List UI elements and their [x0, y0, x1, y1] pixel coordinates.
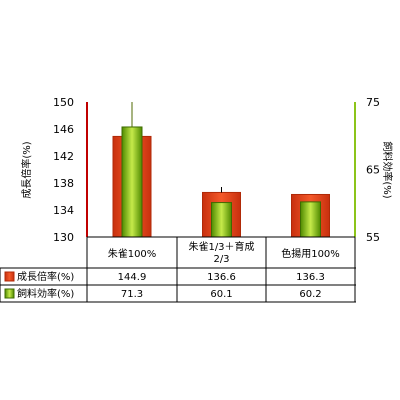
left-tick-label: 130	[53, 231, 74, 244]
category-label: 朱雀1/3＋育成	[188, 240, 254, 253]
legend-swatch	[4, 271, 15, 282]
plot-area	[112, 102, 330, 238]
legend-swatch	[4, 288, 15, 299]
left-tick-label: 150	[53, 96, 74, 109]
data-table-content: 朱雀100% 朱雀1/3＋育成2/3 色揚用100% 成長倍率(%) 144.9 136.…	[4, 240, 340, 300]
right-tick-label: 75	[366, 96, 380, 109]
left-tick-label: 146	[53, 123, 74, 136]
category-label: 朱雀100%	[108, 248, 157, 260]
legend-label: 飼料効率(%)	[17, 287, 74, 300]
bar-feed-efficiency	[211, 202, 232, 238]
table-value: 60.2	[299, 289, 321, 300]
table-value: 144.9	[118, 272, 147, 283]
right-axis-ticks: 55 65 75	[366, 96, 380, 244]
right-tick-label: 55	[366, 231, 380, 244]
category-label: 色揚用100%	[281, 247, 340, 260]
left-tick-label: 138	[53, 177, 74, 190]
right-tick-label: 65	[366, 164, 380, 177]
legend-label: 成長倍率(%)	[17, 270, 74, 283]
left-tick-label: 142	[53, 150, 74, 163]
data-table	[0, 236, 356, 303]
table-value: 136.3	[296, 272, 325, 283]
table-value: 71.3	[121, 289, 143, 300]
right-axis-title: 飼料効率(%)	[381, 141, 394, 198]
left-tick-label: 134	[53, 204, 74, 217]
category-label: 2/3	[213, 254, 229, 265]
left-axis-ticks: 130 134 138 142 146 150	[53, 96, 74, 244]
table-value: 136.6	[207, 272, 236, 283]
bar-feed-efficiency	[300, 201, 321, 238]
left-axis-title: 成長倍率(%)	[20, 141, 33, 198]
table-value: 60.1	[210, 289, 232, 300]
bar-feed-efficiency	[121, 126, 143, 238]
